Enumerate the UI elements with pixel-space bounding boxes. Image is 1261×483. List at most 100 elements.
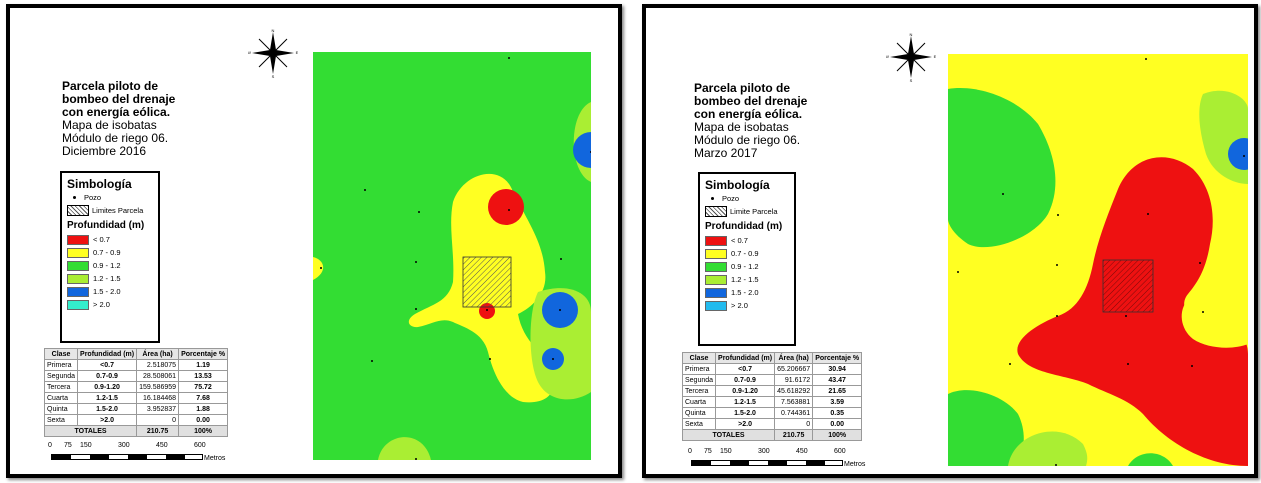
subtitle-line: Módulo de riego 06. (694, 133, 801, 147)
legend-boundary-label: Limite Parcela (730, 207, 778, 216)
legend-class: > 2.0 (67, 298, 158, 311)
swatch-icon (705, 300, 727, 311)
scale-tick: 75 (64, 442, 72, 449)
scale-unit: Metros (204, 455, 226, 462)
table-total-row: TOTALES 210.75 100% (43, 425, 229, 437)
cell: 30.94 (812, 363, 863, 375)
cell: 1.2-1.5 (715, 396, 776, 408)
map-title: Parcela piloto de bombeo del drenaje con… (62, 80, 175, 158)
compass-e: E (296, 50, 298, 55)
legend-class: 0.9 - 1.2 (67, 259, 158, 272)
well-points (957, 58, 1245, 466)
cell: 0.35 (812, 407, 863, 419)
legend-class: 1.5 - 2.0 (67, 285, 158, 298)
cell: 1.5-2.0 (715, 407, 776, 419)
well-dot-icon (73, 196, 76, 199)
title-line: con energía eólica. (694, 107, 803, 121)
scale-tick: 450 (156, 442, 168, 449)
legend-well: Pozo (67, 191, 158, 204)
table-header: Clase (681, 352, 717, 364)
parcel-boundary (1102, 259, 1154, 313)
scale-tick: 450 (796, 448, 808, 455)
table-row: Tercera 0.9-1.20 45.618292 21.65 (681, 385, 863, 397)
cell: 16.184468 (136, 392, 180, 404)
title-line: bombeo del drenaje (62, 92, 176, 106)
north-arrow-icon: N S E W (886, 32, 936, 82)
table-header: Área (ha) (774, 352, 814, 364)
cell: 100% (812, 429, 863, 441)
parcel-boundary (462, 256, 512, 308)
cell: 43.47 (812, 374, 863, 386)
legend-title: Simbología (705, 178, 770, 192)
cell: 0 (136, 414, 180, 426)
cell: TOTALES (43, 425, 138, 437)
legend-class: 0.7 - 0.9 (705, 247, 794, 260)
title-line: con energía eólica. (62, 105, 171, 119)
cell: >2.0 (715, 418, 776, 430)
scale-bar: 0 75 150 300 450 600 Metros (688, 448, 918, 474)
legend-boundary: Limites Parcela (67, 204, 158, 217)
swatch-icon (705, 261, 727, 272)
legend-well-label: Pozo (722, 194, 740, 203)
swatch-icon (67, 234, 89, 245)
table-row: Quinta 1.5-2.0 3.952837 1.88 (43, 403, 229, 415)
cell: <0.7 (77, 359, 138, 371)
legend-class: 1.5 - 2.0 (705, 286, 794, 299)
cell: 0 (774, 418, 814, 430)
scale-tick: 0 (688, 448, 692, 455)
legend-class-label: < 0.7 (93, 235, 110, 244)
swatch-icon (67, 247, 89, 258)
legend: Simbología Pozo Limite Parcela Profundid… (698, 172, 796, 346)
cell: Segunda (43, 370, 79, 382)
cell: Sexta (681, 418, 717, 430)
swatch-icon (67, 299, 89, 310)
legend-well-label: Pozo (84, 193, 102, 202)
cell: 0.00 (178, 414, 229, 426)
table-header: Área (ha) (136, 348, 180, 360)
cell: Quinta (43, 403, 79, 415)
legend-class-label: 1.2 - 1.5 (731, 275, 759, 284)
cell: 13.53 (178, 370, 229, 382)
table-header: Profundidad (m) (715, 352, 776, 364)
swatch-icon (67, 286, 89, 297)
cell: Tercera (43, 381, 79, 393)
legend-class-label: 0.7 - 0.9 (93, 248, 121, 257)
cell: 75.72 (178, 381, 229, 393)
legend-class-label: 1.5 - 2.0 (93, 287, 121, 296)
map-panel-december: Parcela piloto de bombeo del drenaje con… (6, 4, 622, 478)
title-line: bombeo del drenaje (694, 94, 808, 108)
scale-bar: 0 75 150 300 450 600 Metros (48, 442, 278, 472)
cell: 210.75 (774, 429, 814, 441)
legend-class-label: 0.9 - 1.2 (731, 262, 759, 271)
cell: Primera (43, 359, 79, 371)
cell: <0.7 (715, 363, 776, 375)
title-line: Parcela piloto de (694, 81, 791, 95)
legend-class-label: < 0.7 (731, 236, 748, 245)
legend-boundary: Limite Parcela (705, 205, 794, 218)
swatch-icon (705, 248, 727, 259)
cell: 1.5-2.0 (77, 403, 138, 415)
legend-class-label: 0.7 - 0.9 (731, 249, 759, 258)
scale-tick: 0 (48, 442, 52, 449)
cell: 1.88 (178, 403, 229, 415)
table-row: Sexta >2.0 0 0.00 (681, 418, 863, 430)
cell: 28.508061 (136, 370, 180, 382)
compass-s: S (910, 78, 913, 82)
swatch-icon (705, 274, 727, 285)
swatch-icon (67, 260, 89, 271)
cell: 0.9-1.20 (77, 381, 138, 393)
cell: 65.206667 (774, 363, 814, 375)
scale-tick: 300 (118, 442, 130, 449)
legend-class-label: 1.5 - 2.0 (731, 288, 759, 297)
table-row: Quinta 1.5-2.0 0.744361 0.35 (681, 407, 863, 419)
cell: Segunda (681, 374, 717, 386)
legend-depth-title: Profundidad (m) (705, 221, 783, 232)
north-arrow-icon: N S E W (248, 28, 298, 78)
zone-0.7-0.9 (313, 257, 324, 280)
cell: >2.0 (77, 414, 138, 426)
table-row: Segunda 0.7-0.9 91.6172 43.47 (681, 374, 863, 386)
map-panel-march: Parcela piloto de bombeo del drenaje con… (642, 4, 1258, 478)
scale-tick: 600 (194, 442, 206, 449)
legend-class-label: > 2.0 (731, 301, 748, 310)
cell: Quinta (681, 407, 717, 419)
